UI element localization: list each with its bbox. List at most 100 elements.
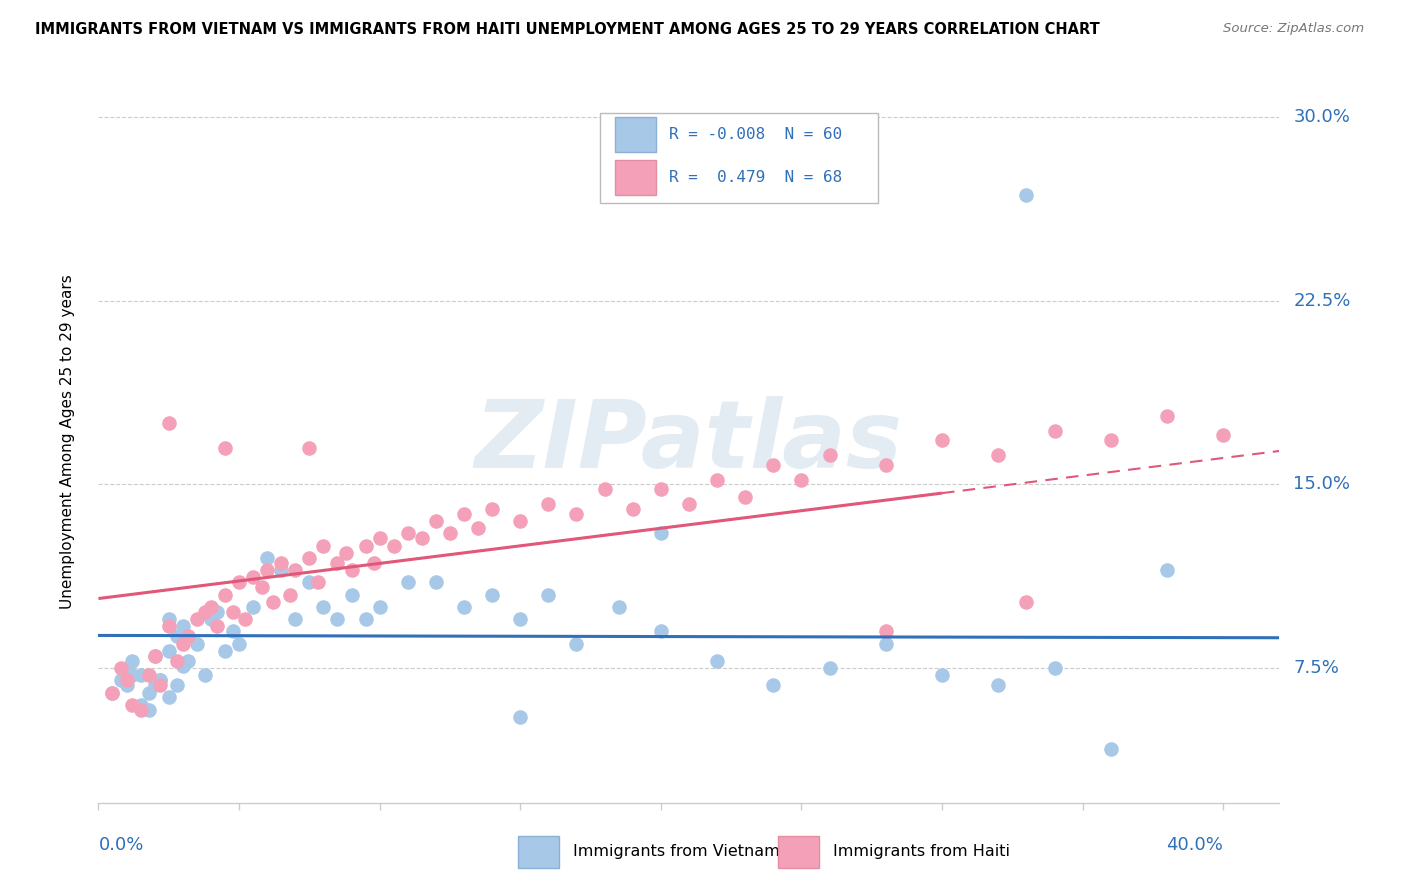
Point [177,629,200,643]
Point [987,678,1010,692]
Point [214,644,236,658]
Point [987,448,1010,462]
Point [129,703,152,717]
Point [650,624,672,639]
Point [256,563,278,577]
Text: R =  0.479  N = 68: R = 0.479 N = 68 [669,170,842,186]
Point [149,673,172,688]
Point [262,595,284,609]
Point [706,473,728,487]
Point [298,550,321,565]
Point [157,690,180,705]
Point [354,612,377,626]
Point [411,531,433,545]
Text: 15.0%: 15.0% [1294,475,1350,493]
Point [481,502,503,516]
Text: 30.0%: 30.0% [1294,108,1350,126]
Point [143,678,166,692]
Point [172,619,194,633]
Point [214,441,236,455]
Text: Immigrants from Vietnam: Immigrants from Vietnam [574,845,780,859]
Point [166,654,188,668]
Point [453,599,475,614]
Point [706,654,728,668]
Point [121,698,143,712]
Point [149,673,172,688]
Point [110,673,132,688]
Point [200,612,222,626]
Point [110,661,132,675]
Point [875,624,897,639]
Point [157,644,180,658]
Text: Source: ZipAtlas.com: Source: ZipAtlas.com [1223,22,1364,36]
Point [931,434,953,448]
Point [396,526,419,541]
Point [129,698,152,712]
Point [1099,742,1122,756]
Point [382,539,405,553]
Point [143,648,166,663]
Point [509,612,531,626]
Text: Immigrants from Haiti: Immigrants from Haiti [832,845,1010,859]
Point [233,612,256,626]
Point [565,637,588,651]
Point [340,563,363,577]
Point [1015,188,1038,202]
Point [205,619,228,633]
FancyBboxPatch shape [778,836,818,868]
Point [875,637,897,651]
Point [621,502,644,516]
Point [650,526,672,541]
Point [177,654,200,668]
Point [425,575,447,590]
Point [166,678,188,692]
Text: ZIPatlas: ZIPatlas [475,395,903,488]
Point [143,648,166,663]
Point [307,575,329,590]
Point [1043,424,1066,438]
Point [509,710,531,724]
Text: 40.0%: 40.0% [1167,836,1223,855]
Point [1212,428,1234,442]
Point [115,661,138,675]
Point [425,514,447,528]
Point [228,637,250,651]
Point [762,678,785,692]
Text: IMMIGRANTS FROM VIETNAM VS IMMIGRANTS FROM HAITI UNEMPLOYMENT AMONG AGES 25 TO 2: IMMIGRANTS FROM VIETNAM VS IMMIGRANTS FR… [35,22,1099,37]
Point [312,599,335,614]
Point [439,526,461,541]
Point [312,539,335,553]
Point [250,580,273,594]
Point [284,612,307,626]
Point [194,605,217,619]
Point [186,637,208,651]
Point [200,599,222,614]
Point [222,605,245,619]
Point [678,497,700,511]
Point [138,703,160,717]
Y-axis label: Unemployment Among Ages 25 to 29 years: Unemployment Among Ages 25 to 29 years [60,274,75,609]
Point [1156,409,1178,423]
Point [790,473,813,487]
Point [734,490,756,504]
Point [138,685,160,699]
Point [115,673,138,688]
Point [129,668,152,682]
Point [157,416,180,430]
Point [172,637,194,651]
Point [335,546,357,560]
Point [368,599,391,614]
Point [818,661,841,675]
Text: 22.5%: 22.5% [1294,292,1351,310]
Point [256,550,278,565]
Point [194,668,217,682]
Point [363,556,385,570]
Point [157,612,180,626]
Point [481,588,503,602]
Point [818,448,841,462]
FancyBboxPatch shape [517,836,560,868]
Point [157,619,180,633]
Point [270,556,292,570]
Text: 7.5%: 7.5% [1294,659,1340,677]
Point [368,531,391,545]
